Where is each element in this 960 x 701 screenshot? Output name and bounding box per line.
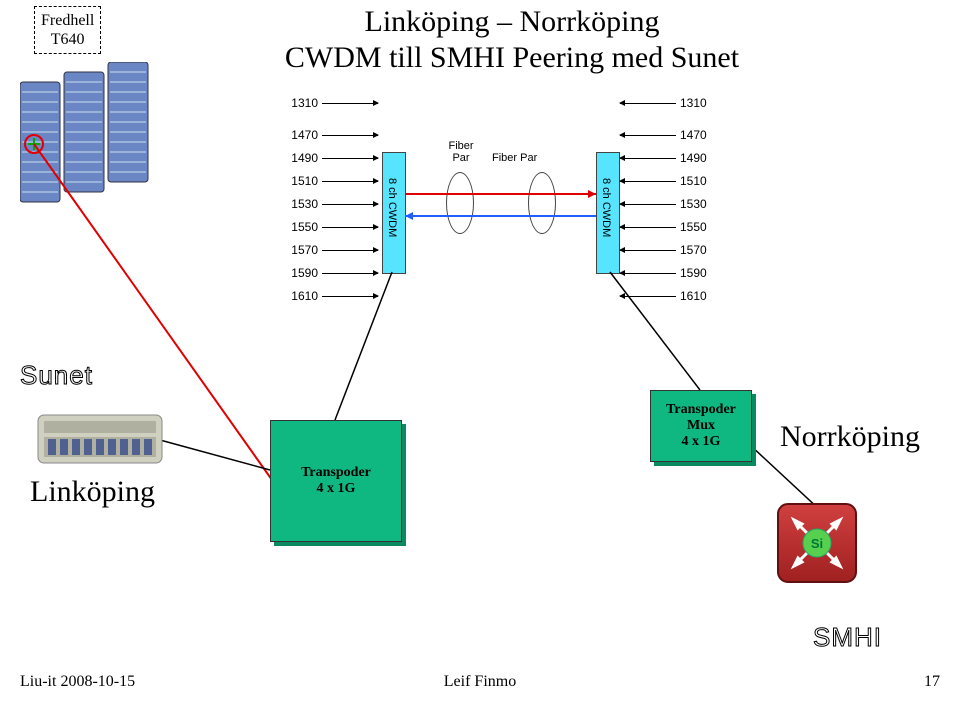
fiber-label-left: Fiber Par — [446, 140, 476, 164]
footer-right: 17 — [924, 673, 940, 691]
wavelength-1570-right: 1570 — [620, 243, 708, 257]
wavelength-1310-right: 1310 — [620, 96, 708, 110]
cwdm-left-label: 8 ch CWDM — [386, 178, 398, 237]
wavelength-1530-right: 1530 — [620, 197, 708, 211]
transponder-right-l3: 4 x 1G — [682, 434, 721, 450]
router-label: Fredhell T640 — [34, 6, 101, 54]
cwdm-right-label: 8 ch CWDM — [600, 178, 612, 237]
wavelength-1610-right: 1610 — [620, 289, 708, 303]
transponder-left-l1: Transpoder — [301, 465, 371, 481]
svg-text:Si: Si — [811, 536, 823, 551]
fiber-lens-right — [528, 172, 556, 234]
wavelength-1590-left: 1590 — [290, 266, 378, 280]
city-left-label: Linköping — [30, 475, 155, 509]
footer-center: Leif Finmo — [0, 673, 960, 691]
wavelength-1570-left: 1570 — [290, 243, 378, 257]
l3-switch-icon: Si — [774, 500, 860, 586]
transponder-right-l1: Transpoder — [666, 402, 736, 418]
fiber-label-right: Fiber Par — [492, 152, 537, 164]
wavelength-1610-left: 1610 — [290, 289, 378, 303]
wavelength-1470-left: 1470 — [290, 128, 378, 142]
fiber-lens-left — [446, 172, 474, 234]
wavelength-1310-left: 1310 — [290, 96, 378, 110]
title-l1: Linköping – Norrköping — [365, 5, 660, 38]
wavelength-1530-left: 1530 — [290, 197, 378, 211]
wavelength-1550-right: 1550 — [620, 220, 708, 234]
wavelength-1510-left: 1510 — [290, 174, 378, 188]
wavelength-1470-right: 1470 — [620, 128, 708, 142]
wavelength-1510-right: 1510 — [620, 174, 708, 188]
router-label-l1: Fredhell — [41, 12, 94, 29]
wavelength-1590-right: 1590 — [620, 266, 708, 280]
transponder-left-l2: 4 x 1G — [317, 481, 356, 497]
wavelength-1550-left: 1550 — [290, 220, 378, 234]
transponder-right-l2: Mux — [687, 418, 715, 434]
title-l2: CWDM till SMHI Peering med Sunet — [285, 41, 739, 74]
wavelength-1490-left: 1490 — [290, 151, 378, 165]
page-title: Linköping – Norrköping CWDM till SMHI Pe… — [262, 4, 762, 76]
sunet-switch-icon — [36, 405, 166, 475]
transponder-left: Transpoder 4 x 1G — [270, 420, 402, 542]
smhi-label: SMHI — [813, 622, 882, 653]
sunet-label: Sunet — [20, 360, 93, 391]
transponder-right: Transpoder Mux 4 x 1G — [650, 390, 752, 462]
router-label-l2: T640 — [51, 31, 85, 48]
wavelength-1490-right: 1490 — [620, 151, 708, 165]
city-right-label: Norrköping — [780, 420, 920, 454]
router-chassis-icon — [20, 62, 160, 212]
